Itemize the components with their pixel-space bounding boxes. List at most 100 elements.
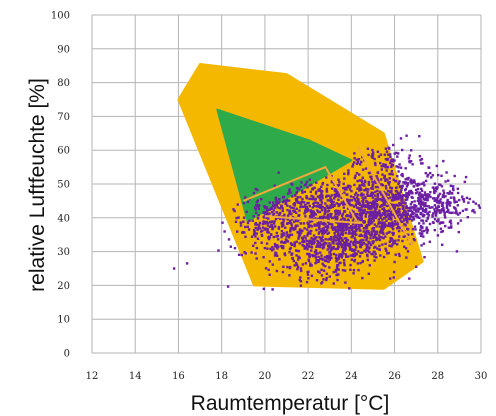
scatter-point [397, 192, 400, 195]
scatter-point [371, 226, 375, 230]
scatter-point [325, 194, 329, 197]
scatter-point [446, 200, 449, 203]
scatter-point [368, 246, 371, 249]
scatter-point [289, 227, 292, 230]
scatter-point [390, 224, 394, 228]
scatter-point [422, 202, 425, 205]
scatter-point [275, 199, 278, 202]
scatter-point [377, 222, 380, 225]
scatter-point [349, 254, 353, 257]
scatter-point [281, 234, 284, 237]
scatter-point [407, 209, 410, 213]
scatter-point [392, 224, 395, 227]
scatter-point [442, 195, 445, 199]
scatter-point [288, 189, 291, 192]
scatter-point [337, 224, 340, 227]
scatter-point [374, 201, 377, 204]
scatter-point [389, 225, 392, 228]
scatter-point [447, 208, 450, 212]
scatter-point [382, 227, 385, 230]
scatter-point [360, 160, 363, 164]
scatter-point [267, 208, 270, 211]
scatter-point [391, 227, 395, 231]
scatter-point [357, 199, 360, 202]
scatter-point [409, 178, 413, 181]
scatter-point [376, 185, 380, 189]
scatter-point [275, 235, 278, 238]
scatter-point [327, 226, 330, 229]
scatter-point [397, 166, 400, 169]
scatter-point [275, 201, 278, 204]
scatter-point [389, 155, 392, 159]
scatter-point [315, 261, 318, 264]
scatter-point [405, 198, 409, 201]
scatter-point [283, 252, 286, 255]
scatter-point [256, 199, 259, 202]
scatter-point [326, 215, 330, 218]
scatter-point [350, 248, 354, 251]
scatter-point [402, 205, 405, 208]
scatter-point [345, 225, 349, 228]
scatter-point [389, 210, 393, 213]
scatter-point [329, 238, 333, 241]
scatter-point [368, 241, 371, 244]
scatter-point [369, 210, 372, 213]
scatter-point [341, 254, 344, 257]
scatter-point [441, 204, 444, 207]
scatter-point [428, 210, 431, 214]
scatter-point [310, 220, 314, 223]
scatter-point [426, 198, 429, 202]
scatter-point [353, 197, 356, 201]
scatter-point [300, 200, 304, 203]
scatter-point [436, 208, 439, 212]
scatter-point [315, 258, 318, 262]
scatter-point [264, 213, 267, 216]
scatter-point [269, 207, 273, 211]
scatter-point [327, 209, 331, 212]
scatter-point [299, 203, 303, 206]
scatter-point [359, 244, 362, 247]
scatter-point [404, 202, 407, 205]
scatter-point [331, 223, 334, 226]
scatter-point [354, 225, 357, 228]
scatter-point [384, 179, 387, 182]
scatter-point [397, 226, 401, 229]
scatter-point [391, 231, 394, 235]
scatter-point [419, 203, 422, 206]
scatter-point [366, 194, 370, 197]
scatter-point [296, 196, 300, 199]
scatter-point [410, 182, 413, 185]
scatter-point [312, 234, 316, 237]
scatter-point [385, 232, 388, 235]
scatter-point [417, 193, 421, 196]
scatter-point [433, 228, 436, 232]
scatter-point [349, 216, 353, 219]
scatter-point [405, 214, 408, 217]
scatter-point [426, 175, 429, 178]
scatter-point [235, 216, 238, 220]
scatter-point [376, 196, 379, 199]
scatter-point [431, 206, 434, 209]
scatter-point [406, 250, 410, 253]
scatter-point [323, 207, 327, 210]
scatter-point [312, 202, 315, 205]
scatter-point [390, 172, 393, 176]
scatter-point [258, 224, 261, 227]
zone-outlines [242, 146, 413, 246]
scatter-point [271, 214, 275, 217]
scatter-point [347, 242, 350, 245]
scatter-point [332, 282, 335, 285]
scatter-point [423, 256, 426, 259]
scatter-point [382, 255, 386, 259]
scatter-point [418, 216, 421, 219]
scatter-point [309, 209, 313, 212]
scatter-point [364, 248, 368, 251]
scatter-point [301, 189, 304, 192]
scatter-point [326, 244, 330, 248]
scatter-point [305, 195, 308, 198]
scatter-point [452, 185, 455, 188]
scatter-point [445, 205, 449, 208]
scatter-point [362, 193, 365, 196]
scatter-point [328, 222, 331, 226]
scatter-point [402, 181, 405, 184]
